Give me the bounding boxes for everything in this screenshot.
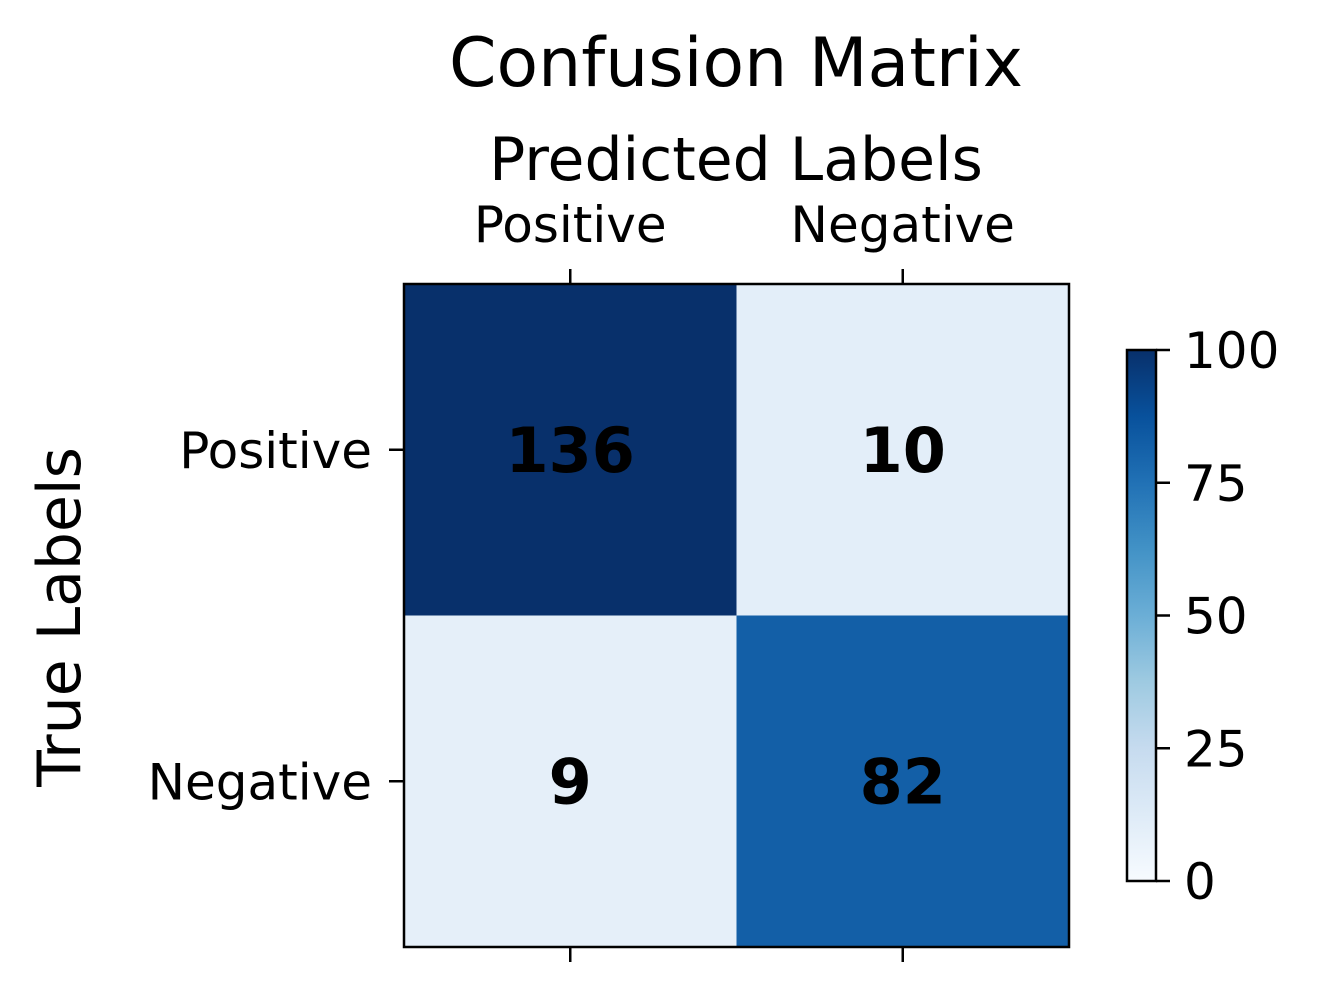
- matrix-frame: [402, 282, 1071, 949]
- y-axis-title: True Labels: [25, 447, 95, 788]
- matrix-cell: [736, 284, 1069, 616]
- cell-value-label: 82: [860, 745, 946, 818]
- matrix-cell: [736, 615, 1069, 947]
- y-tick-label: Negative: [148, 753, 372, 811]
- colorbar-tick-label: 0: [1184, 853, 1216, 911]
- chart-title: Confusion Matrix: [449, 24, 1023, 103]
- colorbar-tick-label: 75: [1184, 455, 1248, 513]
- matrix-cell: [404, 615, 737, 947]
- x-tick-label: Positive: [474, 196, 667, 254]
- matrix-cell: [404, 284, 737, 616]
- colorbar-tick-label: 100: [1184, 322, 1279, 380]
- colorbar: 0 25 50 75 100: [1125, 322, 1279, 911]
- cell-value-label: 136: [506, 414, 635, 487]
- colorbar-gradient: [1127, 350, 1156, 881]
- x-axis-title: Predicted Labels: [489, 125, 983, 195]
- colorbar-tick-label: 25: [1184, 720, 1248, 778]
- cell-value-label: 10: [860, 414, 946, 487]
- y-tick-label: Positive: [179, 422, 372, 480]
- cell-value-label: 9: [549, 745, 592, 818]
- x-tick-label: Negative: [791, 196, 1015, 254]
- colorbar-tick-label: 50: [1184, 588, 1248, 646]
